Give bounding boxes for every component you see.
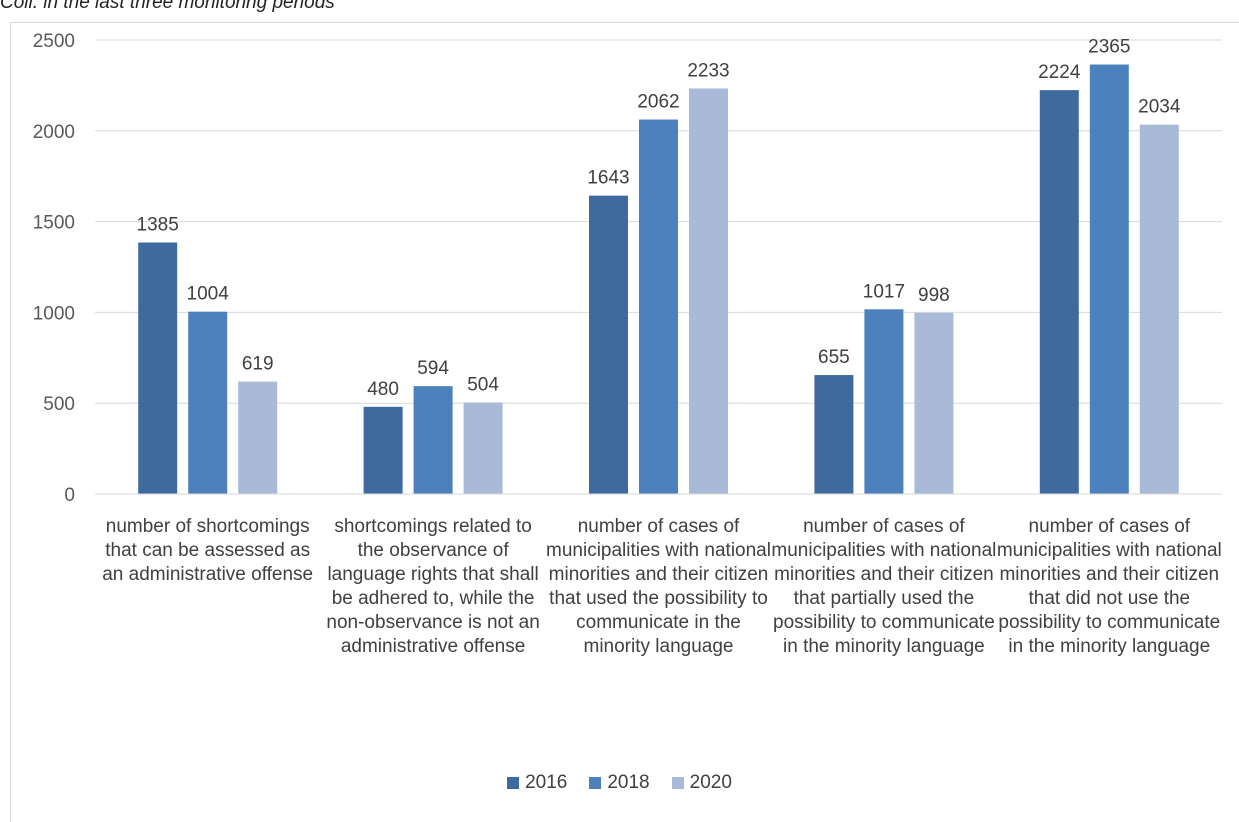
bar-2016-4	[814, 375, 854, 494]
legend-item-2016: 2016	[507, 772, 567, 794]
legend-swatch	[589, 777, 602, 789]
data-label: 1385	[137, 214, 179, 235]
legend-label: 2016	[525, 772, 568, 793]
bar-2016-2	[363, 406, 403, 494]
legend-label: 2020	[689, 772, 732, 793]
y-tick-label: 2000	[33, 122, 75, 143]
data-label: 1017	[863, 281, 905, 302]
bar-2020-2	[463, 402, 503, 494]
bar-2018-4	[864, 309, 904, 494]
data-label: 619	[242, 354, 274, 375]
legend: 2016 2018 2020	[0, 772, 1239, 794]
data-label: 1004	[187, 284, 230, 305]
data-label: 2034	[1138, 97, 1181, 118]
y-tick-label: 0	[64, 485, 75, 506]
y-tick-label: 500	[43, 394, 75, 415]
legend-swatch	[507, 777, 520, 789]
y-tick-label: 1000	[33, 303, 75, 324]
bar-2018-1	[188, 311, 228, 494]
bar-2020-5	[1139, 124, 1179, 494]
data-label: 2062	[637, 92, 679, 113]
data-label: 504	[467, 374, 499, 395]
data-label: 2233	[687, 60, 729, 81]
bar-2016-5	[1039, 90, 1079, 495]
bar-2016-1	[138, 242, 178, 494]
category-label: shortcomings related to the observance o…	[326, 516, 540, 657]
bar-2018-5	[1089, 64, 1129, 495]
bar-2020-1	[238, 381, 278, 494]
data-label: 594	[417, 358, 449, 379]
data-label: 480	[367, 379, 399, 400]
category-label: number of shortcomings that can be asses…	[102, 516, 314, 585]
bar-2020-3	[689, 88, 728, 495]
legend-swatch	[671, 777, 684, 789]
y-tick-label: 1500	[33, 213, 75, 234]
bar-2018-3	[639, 119, 678, 494]
data-label: 1643	[587, 168, 629, 189]
legend-label: 2018	[607, 772, 650, 793]
category-label: number of cases of municipalities with n…	[771, 516, 997, 657]
legend-item-2018: 2018	[589, 772, 650, 794]
category-label: number of cases of municipalities with n…	[546, 516, 771, 657]
data-label: 655	[818, 347, 850, 368]
data-label: 998	[918, 285, 950, 306]
data-label: 2224	[1038, 62, 1081, 83]
bar-2020-4	[914, 312, 954, 494]
bar-2016-3	[589, 195, 628, 494]
bar-2018-2	[413, 386, 453, 494]
chart-frame	[10, 22, 1239, 822]
category-label: number of cases of municipalities with n…	[996, 516, 1222, 657]
chart-title: Coll. in the last three monitoring perio…	[0, 0, 335, 13]
legend-item-2020: 2020	[671, 772, 732, 794]
data-label: 2365	[1088, 37, 1130, 58]
y-tick-label: 2500	[33, 31, 75, 52]
